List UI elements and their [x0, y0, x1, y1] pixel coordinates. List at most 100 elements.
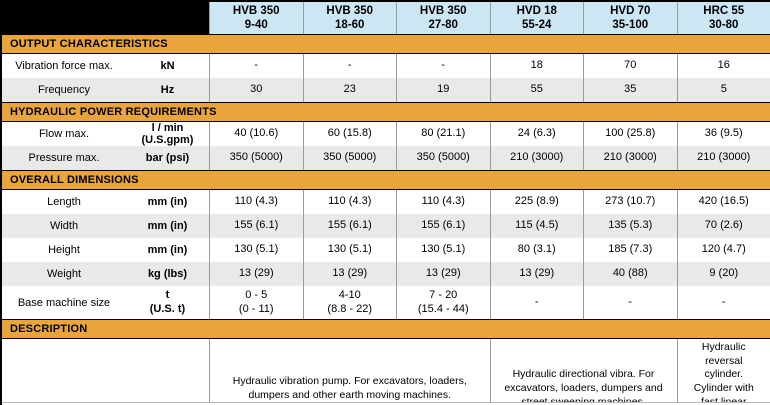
- value-cell: -: [676, 286, 770, 319]
- value-cell: 135 (5.3): [583, 214, 677, 238]
- table-row-width: Width mm (in) 155 (6.1) 155 (6.1) 155 (6…: [2, 214, 770, 238]
- row-unit: mm (in): [147, 196, 188, 208]
- row-unit: kg (lbs): [147, 268, 188, 280]
- value-cell: 155 (6.1): [302, 214, 397, 238]
- value-cell: 185 (7.3): [583, 238, 677, 262]
- table-row-height: Height mm (in) 130 (5.1) 130 (5.1) 130 (…: [2, 238, 770, 262]
- row-unit: t (U.S. t): [149, 288, 186, 315]
- value-cell: 110 (4.3): [209, 190, 303, 214]
- row-label: Vibration force max.: [15, 60, 113, 72]
- value-cell: 110 (4.3): [302, 190, 397, 214]
- section-header-overall-dimensions: OVERALL DIMENSIONS: [2, 170, 770, 190]
- value-cell: 5: [676, 78, 770, 102]
- value-cell: 18: [489, 54, 584, 78]
- value-cell: -: [209, 54, 303, 78]
- model-name: HVB 350: [232, 4, 280, 17]
- value-cell: 40 (10.6): [209, 122, 303, 146]
- row-unit: mm (in): [147, 244, 188, 256]
- value-cell: 350 (5000): [209, 146, 303, 170]
- value-cell: 110 (4.3): [396, 190, 490, 214]
- bottom-margin: [2, 402, 770, 405]
- value-cell: -: [302, 54, 397, 78]
- section-header-description: DESCRIPTION: [2, 319, 770, 339]
- row-label: Width: [49, 220, 79, 232]
- value-cell: 13 (29): [489, 262, 584, 286]
- table-row-pressure-max: Pressure max. bar (psi) 350 (5000) 350 (…: [2, 146, 770, 170]
- column-header-row: HVB 350 9-40 HVB 350 18-60 HVB 350 27-80…: [2, 2, 770, 34]
- table-row-length: Length mm (in) 110 (4.3) 110 (4.3) 110 (…: [2, 190, 770, 214]
- value-cell: 23: [302, 78, 397, 102]
- row-unit: Hz: [160, 84, 175, 96]
- model-name: HRC 55: [703, 4, 745, 17]
- row-label: Base machine size: [17, 296, 111, 309]
- value-cell: 100 (25.8): [583, 122, 677, 146]
- row-label: Weight: [46, 268, 82, 280]
- section-title: OUTPUT CHARACTERISTICS: [10, 38, 168, 50]
- row-unit: kN: [160, 60, 175, 72]
- description-cell-hvd: Hydraulic directional vibra. For excavat…: [489, 339, 677, 405]
- value-cell: 350 (5000): [396, 146, 490, 170]
- row-unit: mm (in): [147, 220, 188, 232]
- value-cell: 13 (29): [302, 262, 397, 286]
- value-cell: 210 (3000): [676, 146, 770, 170]
- description-cell-hvb350: Hydraulic vibration pump. For excavators…: [209, 339, 490, 405]
- model-name: HVB 350: [326, 4, 374, 17]
- value-cell: 55: [489, 78, 584, 102]
- model-name: HVB 350: [419, 4, 467, 17]
- row-label: Flow max.: [38, 128, 90, 140]
- value-cell: 40 (88): [583, 262, 677, 286]
- row-unit: bar (psi): [145, 152, 190, 164]
- value-cell: 155 (6.1): [396, 214, 490, 238]
- value-cell: 350 (5000): [302, 146, 397, 170]
- value-cell: 210 (3000): [583, 146, 677, 170]
- model-range: 18-60: [335, 19, 365, 31]
- row-label: Height: [48, 244, 80, 256]
- column-header-hvb350-27-80: HVB 350 27-80: [396, 2, 490, 34]
- value-cell: 115 (4.5): [489, 214, 584, 238]
- row-label: Length: [47, 196, 81, 208]
- table-row-weight: Weight kg (lbs) 13 (29) 13 (29) 13 (29) …: [2, 262, 770, 286]
- model-name: HVD 18: [516, 4, 557, 17]
- value-cell: 36 (9.5): [676, 122, 770, 146]
- model-range: 27-80: [428, 19, 458, 31]
- value-cell: 16: [676, 54, 770, 78]
- column-header-hrc55-30-80: HRC 55 30-80: [676, 2, 770, 34]
- value-cell: 35: [583, 78, 677, 102]
- value-cell: -: [583, 286, 677, 319]
- table-row-frequency: Frequency Hz 30 23 19 55 35 5: [2, 78, 770, 102]
- section-title: OVERALL DIMENSIONS: [10, 174, 139, 186]
- value-cell: 60 (15.8): [302, 122, 397, 146]
- model-range: 55-24: [522, 19, 552, 31]
- section-title: DESCRIPTION: [10, 323, 88, 335]
- value-cell: 70: [583, 54, 677, 78]
- table-row-vibration-force: Vibration force max. kN - - - 18 70 16: [2, 54, 770, 78]
- column-header-hvb350-18-60: HVB 350 18-60: [302, 2, 396, 34]
- table-row-flow-max: Flow max. l / min (U.S.gpm) 40 (10.6) 60…: [2, 122, 770, 146]
- value-cell: 155 (6.1): [209, 214, 303, 238]
- column-header-hvb350-9-40: HVB 350 9-40: [209, 2, 303, 34]
- column-header-hvd70-35-100: HVD 70 35-100: [583, 2, 677, 34]
- value-cell: 4-10 (8.8 - 22): [302, 286, 397, 319]
- value-cell: 225 (8.9): [489, 190, 584, 214]
- value-cell: 9 (20): [676, 262, 770, 286]
- value-cell: 13 (29): [209, 262, 303, 286]
- column-header-hvd18-55-24: HVD 18 55-24: [489, 2, 583, 34]
- value-cell: 120 (4.7): [676, 238, 770, 262]
- value-cell: 210 (3000): [489, 146, 584, 170]
- model-range: 35-100: [612, 19, 649, 31]
- model-range: 9-40: [244, 19, 268, 31]
- value-cell: -: [489, 286, 584, 319]
- value-cell: 19: [396, 78, 490, 102]
- value-cell: 7 - 20 (15.4 - 44): [396, 286, 490, 319]
- value-cell: 273 (10.7): [583, 190, 677, 214]
- value-cell: 80 (3.1): [489, 238, 584, 262]
- value-cell: 130 (5.1): [396, 238, 490, 262]
- section-header-output-characteristics: OUTPUT CHARACTERISTICS: [2, 34, 770, 54]
- description-blank-cell: [2, 339, 209, 405]
- value-cell: 70 (2.6): [676, 214, 770, 238]
- value-cell: -: [396, 54, 490, 78]
- value-cell: 80 (21.1): [396, 122, 490, 146]
- section-title: HYDRAULIC POWER REQUIREMENTS: [10, 106, 217, 118]
- value-cell: 24 (6.3): [489, 122, 584, 146]
